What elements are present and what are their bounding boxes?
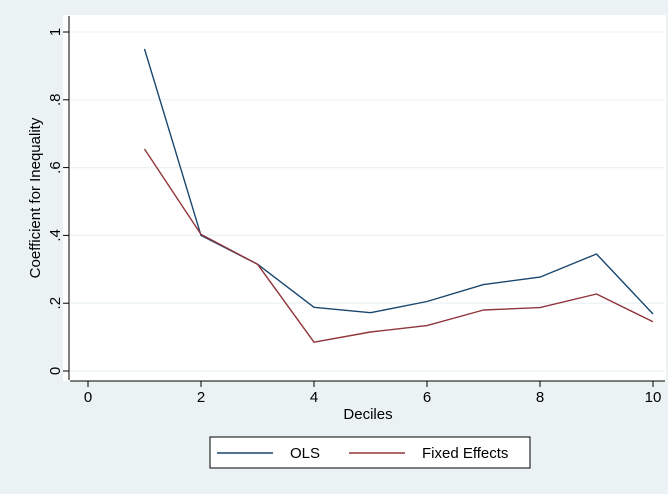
series-lines [143, 48, 654, 343]
x-tick-label: 10 [645, 389, 662, 406]
x-axis-label: Deciles [343, 406, 392, 423]
gridlines [70, 31, 665, 372]
plot-area [63, 15, 666, 381]
legend-label-fixed-effects: Fixed Effects [422, 445, 508, 462]
y-tick-label: 1 [47, 28, 64, 36]
y-axis-label: Coefficient for Inequality [27, 117, 44, 278]
x-tick-label: 0 [84, 389, 92, 406]
y-tick-label: .8 [47, 94, 64, 107]
y-tick-label: .2 [47, 297, 64, 310]
tick-labels: 0.2.4.6.810 2 4 6 8 10 [47, 28, 661, 406]
y-tick-label: 0 [47, 367, 64, 375]
series-line-fixed-effects [143, 148, 654, 343]
x-tick-label: 8 [536, 389, 544, 406]
x-tick-label: 2 [197, 389, 205, 406]
axes [63, 16, 665, 387]
x-tick-label: 6 [423, 389, 431, 406]
x-tick-label: 4 [310, 389, 318, 406]
y-tick-label: .4 [47, 229, 64, 242]
legend: OLS Fixed Effects [209, 436, 531, 469]
y-tick-label: .6 [47, 161, 64, 174]
legend-label-ols: OLS [290, 445, 320, 462]
